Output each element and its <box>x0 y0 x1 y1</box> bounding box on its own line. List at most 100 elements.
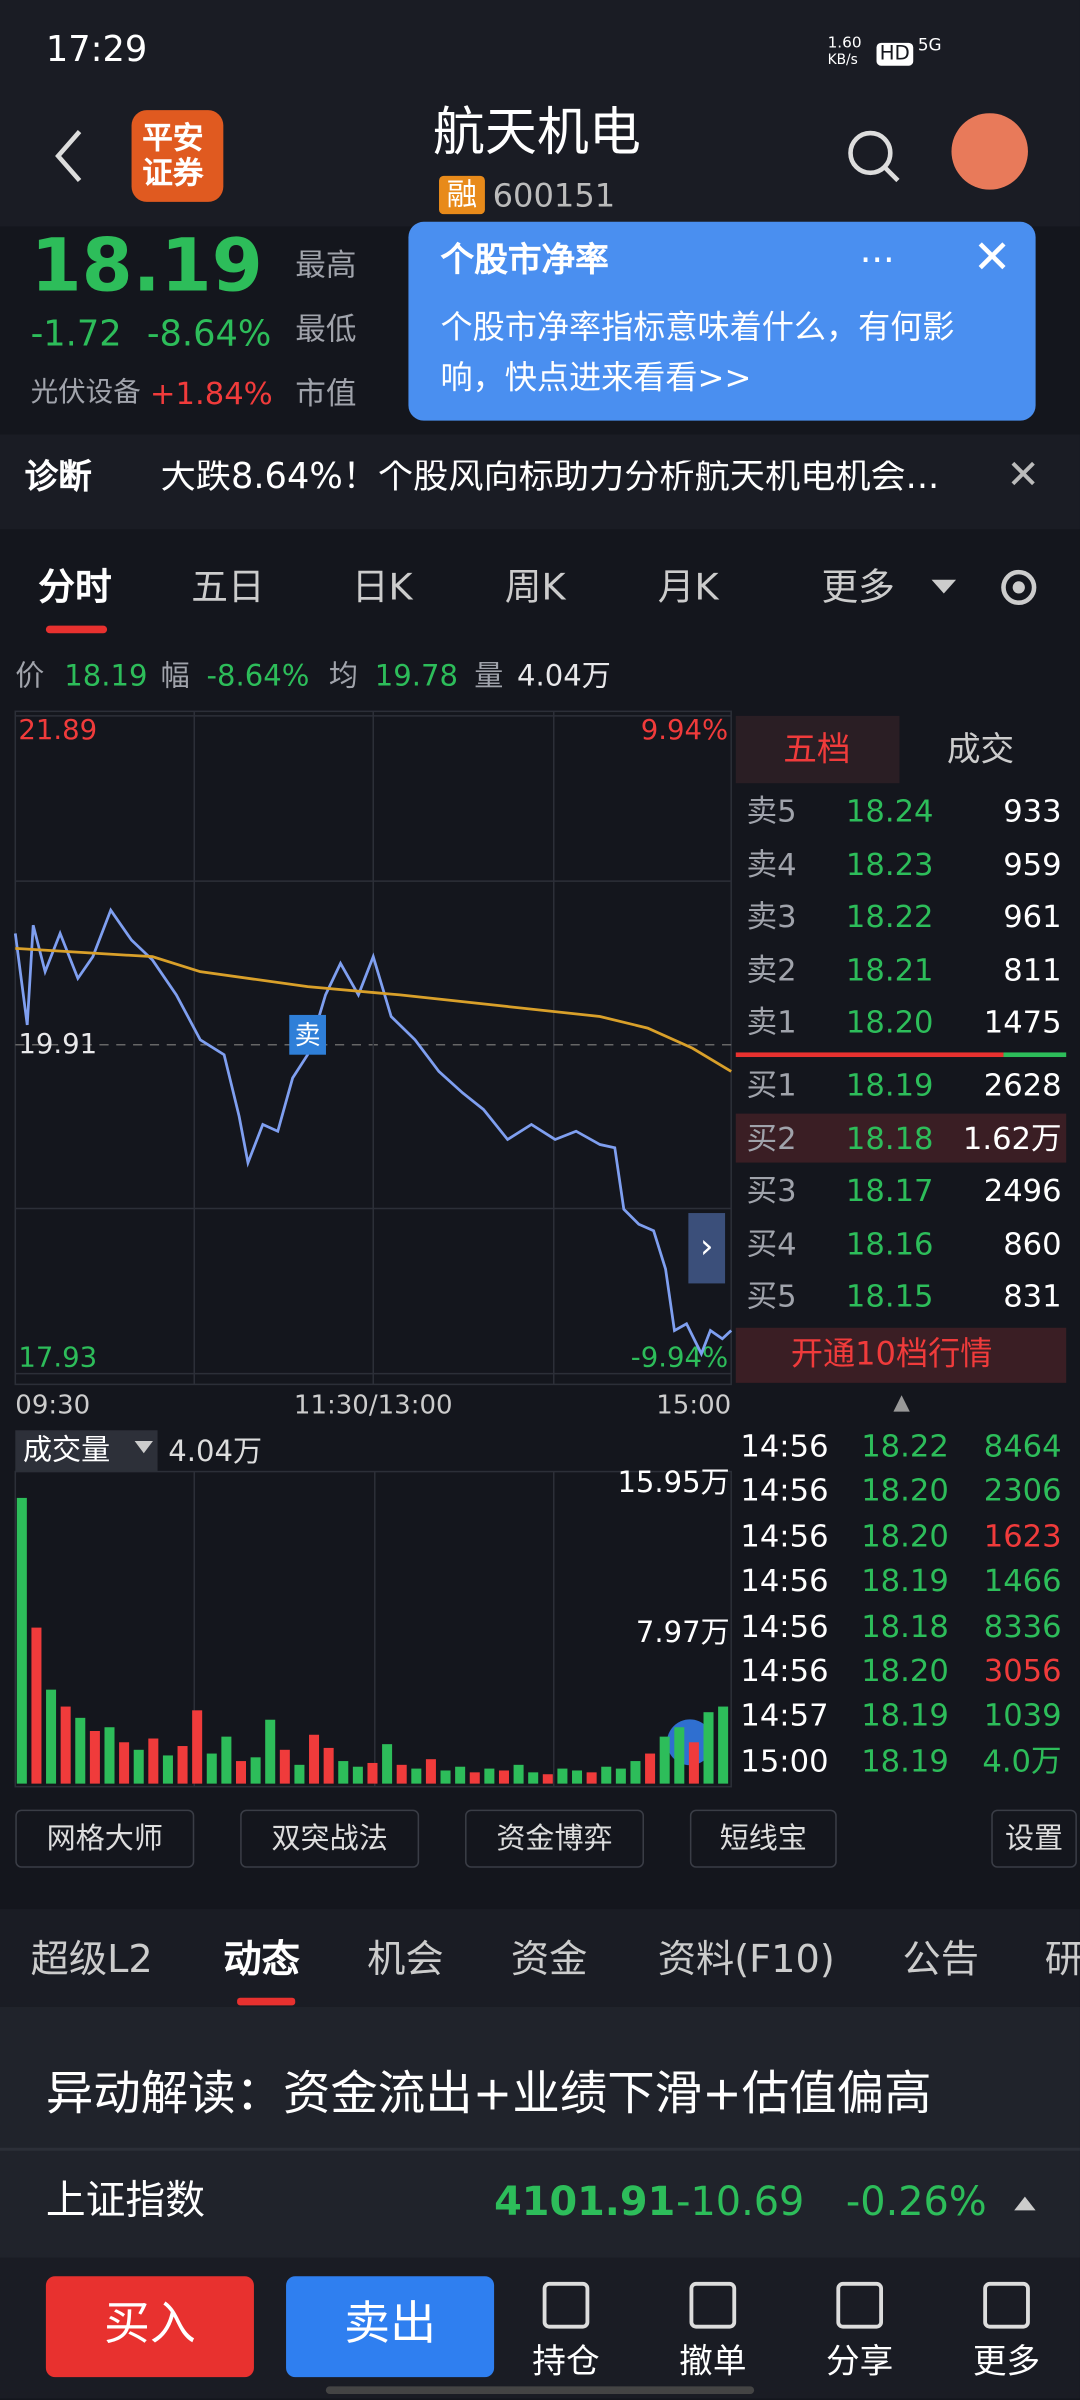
stock-code: 600151 <box>492 177 616 215</box>
y-tick-label: 7.97万 <box>636 1615 730 1649</box>
x-tick-label: 11:30/13:00 <box>294 1390 453 1420</box>
sell-label[interactable]: 卖出 <box>344 2297 436 2352</box>
info-label: 均 <box>328 659 358 693</box>
info-tab[interactable]: 超级L2 <box>30 1936 153 1981</box>
buy-label[interactable]: 买入 <box>104 2297 196 2352</box>
more-arrow[interactable] <box>931 579 957 594</box>
book-label: 买1 <box>746 1066 797 1103</box>
action-icon <box>689 2281 737 2329</box>
action-label[interactable]: 撤单 <box>679 2343 747 2382</box>
search-button[interactable] <box>846 128 901 183</box>
volume-bar <box>469 1772 480 1784</box>
volume-bar <box>75 1717 86 1784</box>
action-icon <box>983 2281 1030 2329</box>
chart-tab[interactable]: 分时 <box>38 565 112 609</box>
upgrade-button-bg[interactable] <box>735 1327 1067 1383</box>
volume-dropdown[interactable] <box>134 1440 153 1454</box>
info-label: 幅 <box>160 659 190 693</box>
volume-bar <box>16 1497 27 1784</box>
index-name[interactable]: 上证指数 <box>45 2178 206 2225</box>
sell-button[interactable] <box>286 2276 495 2378</box>
action-label[interactable]: 分享 <box>826 2343 894 2382</box>
diagnosis-label: 诊断 <box>24 458 92 498</box>
content-bg <box>0 2006 1080 2258</box>
tool-button[interactable]: 资金博弈 <box>465 1809 645 1868</box>
info-tab[interactable]: 资金 <box>510 1936 588 1981</box>
price-line <box>15 947 732 1073</box>
volume-bar <box>250 1757 261 1784</box>
index-expand[interactable] <box>1014 2196 1036 2211</box>
trade-time: 14:56 <box>740 1652 829 1689</box>
trade-time: 14:56 <box>740 1607 829 1644</box>
info-tab[interactable]: 公告 <box>902 1936 980 1981</box>
index-change-pct: -0.26% <box>845 2179 987 2226</box>
book-tab[interactable]: 五档 <box>783 731 851 770</box>
trade-price: 18.19 <box>861 1697 949 1734</box>
popup[interactable] <box>408 221 1036 421</box>
chart-tab[interactable]: 周K <box>504 565 566 609</box>
stock-name: 航天机电 <box>432 102 641 164</box>
volume-bar <box>674 1727 685 1784</box>
back-button[interactable] <box>46 125 92 186</box>
alert-heading[interactable]: 异动解读：资金流出+业绩下滑+估值偏高 <box>45 2066 932 2122</box>
trade-time: 15:00 <box>740 1742 829 1779</box>
chart-tab[interactable]: 日K <box>351 565 413 609</box>
info-tab[interactable]: 动态 <box>223 1936 300 1981</box>
avatar[interactable] <box>951 113 1028 190</box>
info-label: 量 <box>474 659 504 693</box>
logo-text[interactable]: 证券 <box>142 154 204 192</box>
trade-time: 14:56 <box>740 1427 829 1464</box>
volume-bar <box>484 1768 495 1784</box>
volume-bar <box>177 1746 188 1784</box>
expand-arrow[interactable]: › <box>688 1213 726 1284</box>
trade-volume: 1466 <box>983 1562 1062 1599</box>
field-label: 最低 <box>295 310 357 348</box>
volume-header-bg[interactable] <box>15 1430 158 1472</box>
sector-change[interactable]: +1.84% <box>149 374 273 412</box>
tool-button[interactable]: 短线宝 <box>689 1809 837 1868</box>
volume-bar <box>148 1738 159 1784</box>
diagnosis-text[interactable]: 大跌8.64%！个股风向标助力分析航天机电机会... <box>160 460 940 496</box>
index-value: 4101.91 <box>494 2179 676 2226</box>
volume-bar <box>542 1774 553 1784</box>
volume-title[interactable]: 成交量 <box>22 1433 111 1467</box>
sector-name[interactable]: 光伏设备 <box>30 376 141 409</box>
info-tab[interactable]: 机会 <box>367 1936 444 1981</box>
tool-button[interactable]: 双突战法 <box>240 1809 420 1868</box>
popup-close[interactable]: ✕ <box>972 230 1012 285</box>
buy-button[interactable] <box>45 2276 254 2378</box>
book-tab[interactable]: 成交 <box>946 731 1015 770</box>
popup-title[interactable]: 个股市净率 <box>440 241 609 280</box>
volume-bar <box>557 1768 568 1784</box>
action-icon <box>836 2281 884 2329</box>
chart-tab[interactable]: 五日 <box>191 565 265 609</box>
broker-logo[interactable] <box>131 110 224 202</box>
tool-button[interactable]: 网格大师 <box>15 1809 195 1868</box>
settings-button[interactable]: 设置 <box>991 1809 1077 1868</box>
volume-bar <box>104 1727 115 1784</box>
action-label[interactable]: 持仓 <box>532 2343 600 2382</box>
tabs-bg <box>0 1909 1080 2007</box>
volume-bar <box>352 1766 363 1784</box>
diagnosis-close[interactable]: ✕ <box>1006 452 1040 499</box>
action-label[interactable]: 更多 <box>972 2343 1041 2382</box>
info-tab-underline <box>237 1997 296 2006</box>
trade-volume: 1623 <box>983 1517 1062 1554</box>
upgrade-button[interactable]: 开通10档行情 <box>790 1335 993 1373</box>
collapse-arrow[interactable]: ▲ <box>893 1390 910 1415</box>
popup-body[interactable]: 个股市净率指标意味着什么，有何影响，快点进来看看>> <box>440 308 955 397</box>
logo-text[interactable]: 平安 <box>142 119 204 157</box>
chart-tab[interactable]: 月K <box>657 565 719 609</box>
tab-underline <box>45 625 108 634</box>
info-tab[interactable]: 研 <box>1044 1936 1080 1981</box>
settings-gear[interactable] <box>994 563 1043 612</box>
bid-highlight <box>735 1113 1067 1163</box>
trade-volume: 4.0万 <box>982 1742 1062 1779</box>
volume-bar <box>309 1734 320 1784</box>
popup-more[interactable]: ··· <box>859 238 895 282</box>
book-label: 买4 <box>746 1224 797 1262</box>
info-tab[interactable]: 资料(F10) <box>657 1936 835 1981</box>
hd-icon: HD <box>876 42 913 66</box>
chart-tab[interactable]: 更多 <box>821 565 895 609</box>
